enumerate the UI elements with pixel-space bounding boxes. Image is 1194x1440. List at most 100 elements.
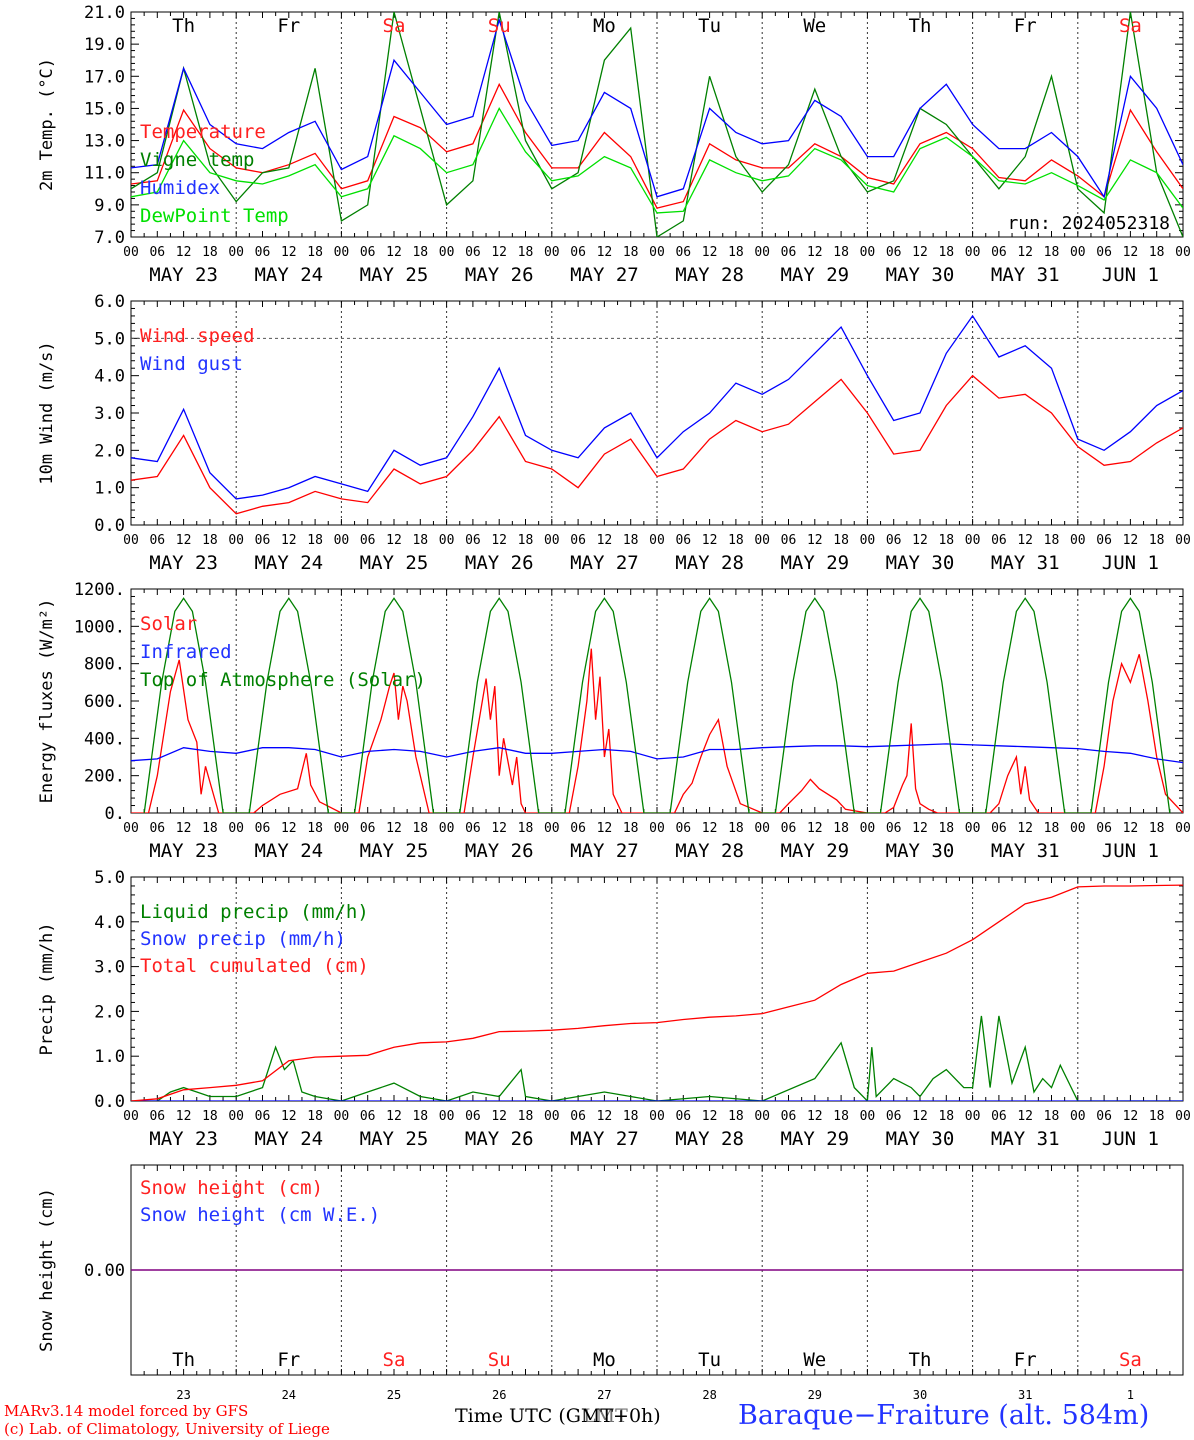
y-axis-title: Precip (mm/h) — [37, 922, 57, 1055]
hour-tick-label: 00 — [860, 245, 876, 260]
y-tick-label: 17.0 — [84, 67, 125, 87]
hour-tick-label: 00 — [965, 245, 981, 260]
weekday-label-top: Fr — [1014, 15, 1037, 37]
hour-tick-label: 00 — [1070, 533, 1086, 548]
hour-tick-label: 00 — [334, 821, 350, 836]
date-label: MAY 28 — [675, 264, 744, 286]
weekday-label-top: Mo — [593, 15, 616, 37]
day-number-label: 28 — [702, 1388, 716, 1402]
hour-tick-label: 18 — [202, 245, 218, 260]
hour-tick-label: 12 — [807, 533, 823, 548]
hour-tick-label: 18 — [202, 533, 218, 548]
date-label: MAY 26 — [465, 1128, 534, 1150]
date-label: MAY 28 — [675, 840, 744, 862]
hour-tick-label: 00 — [544, 821, 560, 836]
hour-tick-label: 06 — [886, 1109, 902, 1124]
hour-tick-label: 06 — [360, 1109, 376, 1124]
hour-tick-label: 06 — [886, 821, 902, 836]
hour-tick-label: 12 — [1123, 821, 1139, 836]
hour-tick-label: 18 — [938, 1109, 954, 1124]
day-number-label: 23 — [176, 1388, 190, 1402]
hour-tick-label: 06 — [149, 533, 165, 548]
legend-entry: Top of Atmosphere (Solar) — [140, 669, 426, 691]
hour-tick-label: 00 — [860, 1109, 876, 1124]
date-label: MAY 25 — [360, 264, 429, 286]
series-line-dewpoint-temp — [131, 107, 1183, 214]
hour-tick-label: 18 — [518, 245, 534, 260]
date-label: MAY 31 — [991, 1128, 1060, 1150]
date-label: JUN 1 — [1102, 840, 1159, 862]
weekday-label-bottom: Tu — [698, 1349, 721, 1371]
hour-tick-label: 12 — [1123, 533, 1139, 548]
hour-tick-label: 18 — [307, 1109, 323, 1124]
hour-tick-label: 00 — [860, 821, 876, 836]
hour-tick-label: 00 — [1175, 245, 1191, 260]
y-tick-label: 5.0 — [94, 868, 125, 888]
hour-tick-label: 06 — [255, 1109, 271, 1124]
hour-tick-label: 06 — [149, 821, 165, 836]
hour-tick-label: 18 — [1149, 245, 1165, 260]
date-label: MAY 25 — [360, 840, 429, 862]
hour-tick-label: 12 — [491, 533, 507, 548]
y-tick-label: 9.0 — [94, 196, 125, 216]
hour-tick-label: 00 — [754, 533, 770, 548]
hour-tick-label: 06 — [570, 821, 586, 836]
hour-tick-label: 00 — [1175, 821, 1191, 836]
y-tick-label: 1.0 — [94, 479, 125, 499]
hour-tick-label: 00 — [754, 245, 770, 260]
hour-tick-label: 18 — [202, 821, 218, 836]
hour-tick-label: 00 — [439, 533, 455, 548]
date-label: MAY 29 — [780, 1128, 849, 1150]
hour-tick-label: 00 — [649, 533, 665, 548]
hour-tick-label: 00 — [965, 1109, 981, 1124]
hour-tick-label: 06 — [781, 533, 797, 548]
y-tick-label: 800. — [84, 655, 125, 675]
y-tick-label: 11.0 — [84, 164, 125, 184]
hour-tick-label: 12 — [807, 1109, 823, 1124]
hour-tick-label: 18 — [623, 821, 639, 836]
hour-tick-label: 12 — [1017, 533, 1033, 548]
hour-tick-label: 00 — [334, 1109, 350, 1124]
hour-tick-label: 18 — [1149, 821, 1165, 836]
date-label: MAY 29 — [780, 552, 849, 574]
hour-tick-label: 12 — [1123, 245, 1139, 260]
weekday-label-top: Sa — [1119, 15, 1142, 37]
hour-tick-label: 00 — [439, 245, 455, 260]
credit-line-1: MARv3.14 model forced by GFS — [4, 1402, 249, 1420]
y-tick-label: 7.0 — [94, 228, 125, 248]
y-tick-label: 3.0 — [94, 958, 125, 978]
series-line-infrared — [131, 743, 1183, 764]
weekday-label-top: We — [803, 15, 826, 37]
date-label: MAY 25 — [360, 1128, 429, 1150]
hour-tick-label: 18 — [307, 533, 323, 548]
hour-tick-label: 12 — [702, 821, 718, 836]
hour-tick-label: 00 — [1070, 245, 1086, 260]
date-label: MAY 30 — [886, 552, 955, 574]
legend-entry: Humidex — [140, 177, 220, 199]
hour-tick-label: 12 — [281, 245, 297, 260]
hour-tick-label: 00 — [649, 245, 665, 260]
hour-tick-label: 18 — [307, 245, 323, 260]
hour-tick-label: 00 — [228, 245, 244, 260]
legend-entry: Snow height (cm W.E.) — [140, 1204, 380, 1226]
y-tick-label: 0.00 — [84, 1261, 125, 1281]
legend-entry: Wind gust — [140, 353, 243, 375]
hour-tick-label: 12 — [176, 1109, 192, 1124]
series-line-wind-speed — [131, 374, 1183, 515]
hour-tick-label: 12 — [912, 533, 928, 548]
hour-tick-label: 00 — [123, 533, 139, 548]
hour-tick-label: 06 — [1096, 1109, 1112, 1124]
date-label: MAY 27 — [570, 840, 639, 862]
hour-tick-label: 18 — [518, 821, 534, 836]
legend-entry: Snow height (cm) — [140, 1177, 323, 1199]
date-label: MAY 31 — [991, 840, 1060, 862]
run-label: run: 2024052318 — [1007, 213, 1170, 234]
hour-tick-label: 00 — [334, 245, 350, 260]
station-name: Baraque−Fraiture (alt. 584m) — [738, 1400, 1150, 1431]
hour-tick-label: 18 — [1149, 1109, 1165, 1124]
date-label: MAY 29 — [780, 264, 849, 286]
legend-entry: Vigne temp — [140, 149, 254, 171]
legend-entry: Wind speed — [140, 325, 254, 347]
hour-tick-label: 18 — [833, 1109, 849, 1124]
